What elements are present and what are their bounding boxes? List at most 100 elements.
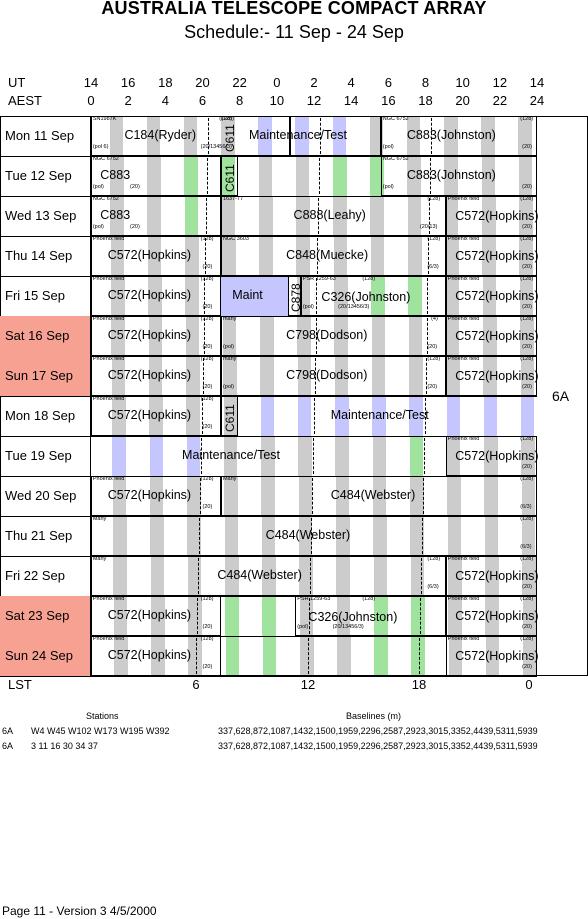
time-stripe — [518, 116, 532, 156]
program-label: (pol) — [382, 184, 394, 190]
maint-block[interactable] — [221, 276, 288, 316]
lst-line — [198, 558, 200, 594]
time-stripe — [148, 356, 163, 396]
program-label: Phoenix field — [92, 236, 125, 242]
time-stripe — [447, 476, 461, 516]
day-label: Sun 17 Sep — [0, 356, 91, 396]
program-label: C484(Webster) — [330, 488, 416, 502]
program-label: Maintenance/Test — [330, 408, 429, 422]
program-label: C572(Hopkins) — [107, 328, 192, 342]
ut-tick: 14 — [83, 75, 99, 90]
time-stripe — [334, 316, 348, 356]
program-label: C572(Hopkins) — [107, 648, 192, 662]
row-divider — [0, 196, 537, 197]
time-stripe — [297, 396, 312, 436]
program-label: many — [222, 356, 237, 362]
program-label: (128) — [200, 596, 214, 602]
time-stripe — [335, 476, 350, 516]
aest-label: AEST — [8, 93, 42, 108]
program-label: Maint — [232, 288, 263, 302]
program-label: (20) — [522, 624, 532, 630]
program-label: (128) — [520, 276, 534, 282]
day-label: Fri 15 Sep — [0, 276, 91, 316]
lst-line — [423, 438, 425, 474]
time-stripe — [149, 396, 163, 436]
day-label: Mon 11 Sep — [0, 116, 91, 156]
program-label: C572(Hopkins) — [455, 209, 539, 223]
time-stripe — [222, 236, 236, 276]
program-label: (20) — [522, 184, 532, 190]
lst-line — [315, 318, 317, 354]
time-stripe — [114, 636, 128, 676]
time-stripe — [410, 556, 425, 596]
time-stripe — [410, 516, 424, 556]
time-stripe — [223, 436, 238, 476]
program-label: (20) — [202, 384, 213, 390]
aest-tick: 20 — [455, 93, 470, 108]
row-divider — [0, 516, 537, 517]
program-label: (128) — [520, 516, 534, 522]
program-label: Maintenance/Test — [182, 448, 281, 462]
time-stripe — [519, 276, 534, 316]
time-stripe — [187, 476, 201, 516]
page-subtitle: Schedule:- 11 Sep - 24 Sep — [184, 22, 404, 42]
time-stripe — [297, 356, 312, 396]
lst-line — [208, 118, 209, 154]
time-stripe — [151, 636, 165, 676]
program-label: (20) — [202, 304, 213, 310]
time-stripe — [407, 156, 421, 196]
program-label: Phoenix field — [447, 316, 480, 322]
program-label: (20) — [202, 504, 213, 510]
time-stripe — [146, 116, 161, 156]
time-stripe — [110, 236, 125, 276]
program-label: (128) — [200, 476, 214, 482]
lst-line — [421, 558, 423, 594]
time-stripe — [224, 516, 239, 556]
program-label: C572(Hopkins) — [455, 289, 539, 303]
lst-line — [312, 438, 314, 474]
lst-line — [430, 158, 432, 194]
time-stripe — [371, 356, 386, 396]
time-stripe — [520, 316, 534, 356]
program-label: C572(Hopkins) — [107, 408, 192, 422]
aest-tick: 14 — [343, 93, 359, 108]
program-label: Phoenix field — [447, 356, 480, 362]
lst-line — [200, 438, 202, 474]
time-stripe — [296, 236, 311, 276]
program-label: Phoenix field — [92, 476, 125, 482]
time-stripe — [485, 596, 500, 636]
time-stripe — [298, 436, 312, 476]
vertical-program-label: C611 — [222, 124, 237, 152]
time-stripe — [261, 516, 276, 556]
program-label: (20/13456/3) — [338, 304, 370, 310]
aest-tick: 6 — [198, 93, 207, 108]
time-stripe — [299, 556, 313, 596]
program-label: Phoenix field — [447, 436, 480, 442]
day-label: Tue 19 Sep — [0, 436, 91, 476]
time-stripe — [261, 476, 275, 516]
program-label: C326(Johnston) — [321, 290, 411, 304]
stations-header: Stations — [86, 711, 119, 721]
time-stripe — [409, 356, 423, 396]
program-label: (128) — [200, 356, 214, 362]
program-label: C848(Muecke) — [286, 248, 369, 262]
lst-line — [202, 358, 204, 394]
time-stripe — [483, 356, 497, 396]
lst-line — [419, 638, 421, 674]
time-stripe — [483, 316, 497, 356]
program-label: NGC 6752 — [382, 116, 409, 122]
lst-tick: 6 — [192, 677, 200, 692]
program-label: many — [222, 316, 237, 322]
time-stripe — [522, 636, 537, 676]
time-stripe — [258, 156, 273, 196]
time-stripe — [485, 636, 500, 676]
time-stripe — [336, 556, 350, 596]
program-label: Phoenix field — [447, 556, 480, 562]
time-stripe — [372, 436, 387, 476]
program-label: Phoenix field — [447, 596, 480, 602]
time-stripe — [113, 596, 128, 636]
lst-line — [317, 238, 319, 274]
time-stripe — [148, 316, 163, 356]
ut-tick: 22 — [232, 75, 247, 90]
time-stripe — [446, 356, 460, 396]
